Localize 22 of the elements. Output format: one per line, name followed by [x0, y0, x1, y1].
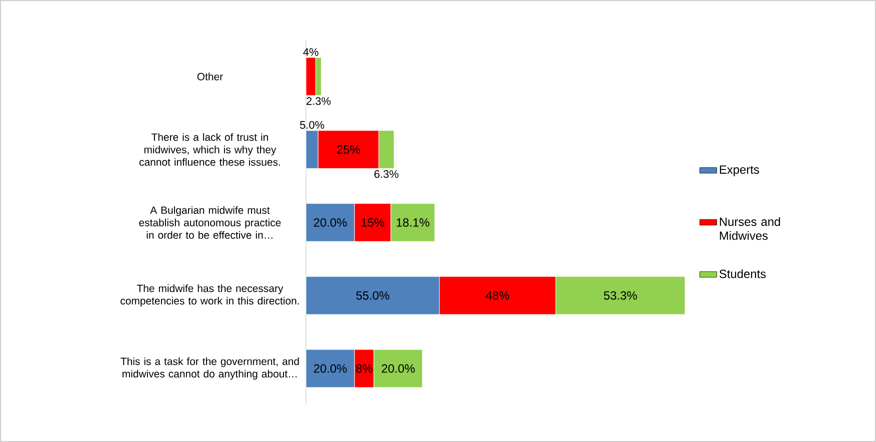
data-label: 55.0%	[356, 291, 390, 300]
legend-label: Students	[720, 269, 766, 278]
data-label: 2.3%	[306, 97, 331, 105]
legend-label: Nurses and Midwives	[720, 217, 780, 240]
data-label: 25%	[337, 145, 360, 154]
data-label: 15%	[362, 218, 384, 227]
y-tick-label: The midwife has the necessary competencies to work in this direction.	[120, 284, 299, 307]
data-label: 8%	[356, 364, 372, 373]
data-label: 18.1%	[396, 218, 430, 227]
data-label: 20.0%	[314, 218, 347, 227]
data-label: 5.0%	[300, 121, 324, 129]
legend-label: Experts	[720, 165, 760, 176]
data-label: 20.0%	[314, 364, 347, 373]
data-label: 53.3%	[604, 291, 637, 300]
data-label: 48%	[486, 291, 510, 300]
y-tick-label: Other	[197, 72, 223, 80]
data-label: 6.3%	[374, 170, 398, 178]
y-tick-label: This is a task for the government, and midwives cannot do anything about…	[120, 357, 299, 380]
data-label: 4%	[303, 48, 318, 56]
y-tick-label: A Bulgarian midwife must establish autonomous practice in order to be effective in…	[139, 206, 281, 239]
data-label: 20.0%	[382, 364, 415, 373]
y-tick-label: There is a lack of trust in midwives, which is why they cannot influence these issues.	[139, 133, 280, 166]
